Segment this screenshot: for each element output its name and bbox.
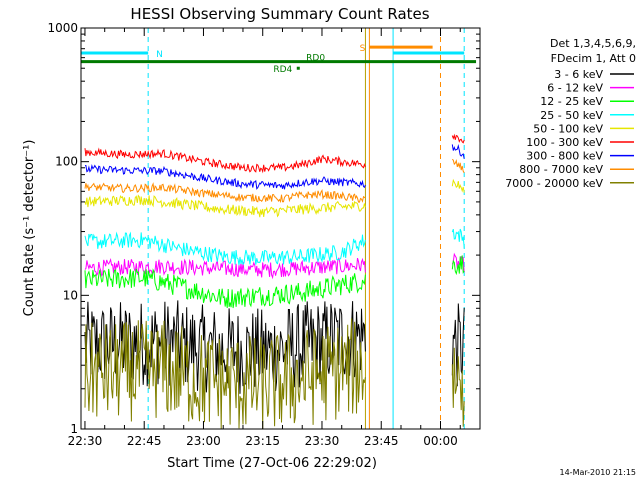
series-6-segment-0 [84,163,366,190]
x-axis-label: Start Time (27-Oct-06 22:29:02) [167,456,377,471]
chart-title: HESSI Observing Summary Count Rates [130,5,429,23]
flag-label-rd4: RD4 [273,65,292,75]
flag-label-rd0: RD0 [306,54,325,64]
legend-header-detectors: Det 1,3,4,5,6,9, [550,37,636,50]
x-tick-label-0: 22:30 [68,434,103,448]
series-7 [84,158,465,204]
series-2-segment-1 [451,255,465,276]
flag-bars: N S RD0 RD4 [81,44,477,75]
series-8-segment-1 [451,347,465,427]
flag-label-n: N [156,50,163,60]
y-tick-label-1: 10 [63,288,78,302]
series-4-segment-1 [451,178,465,193]
legend-header-fdecim: FDecim 1, Att 0 [551,52,636,65]
series-3-segment-0 [84,231,366,266]
series-5 [84,133,465,174]
x-tick-label-4: 23:30 [305,434,340,448]
flag-3-marker [296,66,300,70]
series-6 [84,143,465,190]
vertical-markers [80,28,465,429]
series-5-segment-0 [84,147,366,174]
y-tick-label-2: 100 [55,155,78,169]
legend-label-1: 6 - 12 keV [547,82,603,95]
legend-label-4: 50 - 100 keV [533,122,603,135]
legend-label-3: 25 - 50 keV [540,109,603,122]
series-group [84,133,465,430]
y-axis-label: Count Rate (s⁻¹ detector⁻¹) [22,140,37,317]
series-4-segment-0 [84,194,366,218]
series-8-segment-0 [84,318,366,430]
series-7-segment-1 [451,158,465,174]
series-4 [84,178,465,218]
axes: 22:30 22:45 23:00 23:15 23:30 23:45 00:00 1 10 10… [47,21,480,448]
legend-label-8: 7000 - 20000 keV [505,177,603,190]
series-7-segment-0 [84,182,366,204]
legend-label-7: 800 - 7000 keV [519,163,603,176]
footer-timestamp: 14-Mar-2010 21:15 [560,468,637,477]
x-tick-label-6: 00:00 [423,434,458,448]
series-6-segment-1 [451,143,465,159]
x-tick-label-3: 23:15 [245,434,280,448]
x-tick-label-1: 22:45 [127,434,162,448]
y-tick-label-3: 1000 [47,21,78,35]
x-tick-label-5: 23:45 [364,434,399,448]
legend-label-6: 300 - 800 keV [526,150,603,163]
flag-label-s: S [360,44,366,54]
series-3-segment-1 [451,228,465,248]
series-8 [84,318,465,430]
legend-label-5: 100 - 300 keV [526,136,603,149]
series-1-segment-0 [84,257,366,280]
series-2 [84,255,465,309]
legend-label-0: 3 - 6 keV [554,68,603,81]
x-tick-label-2: 23:00 [186,434,221,448]
plot-frame [80,27,481,430]
series-3 [84,228,465,266]
legend-label-2: 12 - 25 keV [540,95,603,108]
series-5-segment-1 [451,133,465,144]
y-tick-label-0: 1 [70,422,78,436]
series-2-segment-0 [84,268,366,309]
